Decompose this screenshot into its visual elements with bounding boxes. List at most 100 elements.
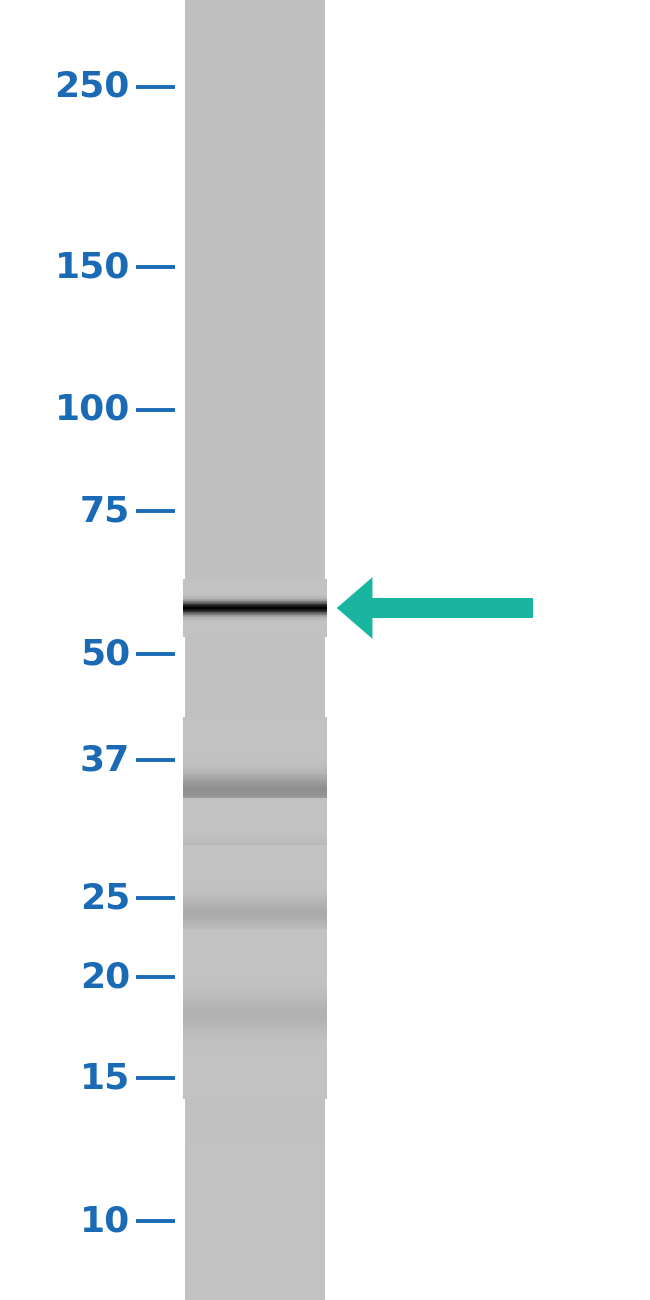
Bar (185, 862, 325, 867)
Bar (183, 1053, 327, 1054)
Bar (185, 295, 325, 299)
Bar (185, 264, 325, 269)
Bar (185, 1010, 325, 1014)
Bar (185, 399, 325, 403)
Bar (185, 1270, 325, 1274)
Bar (185, 104, 325, 108)
Bar (185, 949, 325, 953)
Bar (183, 1041, 327, 1044)
Bar (183, 952, 327, 954)
Bar (183, 863, 327, 864)
Bar (183, 909, 327, 910)
Bar (185, 1014, 325, 1018)
Bar (183, 991, 327, 993)
Bar (183, 857, 327, 858)
Bar (185, 139, 325, 143)
Bar (183, 880, 327, 881)
Bar (183, 883, 327, 884)
Bar (185, 17, 325, 22)
Bar (183, 742, 327, 745)
Bar (183, 876, 327, 879)
Bar (183, 831, 327, 832)
Bar (183, 1040, 327, 1041)
Bar (185, 130, 325, 134)
Bar (185, 173, 325, 178)
Bar (185, 1079, 325, 1083)
Bar (185, 225, 325, 230)
Bar (183, 889, 327, 890)
Bar (185, 693, 325, 698)
Bar (183, 801, 327, 803)
Bar (183, 794, 327, 796)
Bar (183, 971, 327, 972)
Bar (183, 1070, 327, 1071)
Bar (183, 755, 327, 757)
Bar (185, 1140, 325, 1144)
Bar (183, 723, 327, 724)
Bar (183, 870, 327, 871)
Bar (183, 967, 327, 968)
Bar (185, 490, 325, 494)
Bar (185, 1127, 325, 1131)
Bar (183, 1000, 327, 1001)
Bar (185, 334, 325, 338)
Bar (185, 308, 325, 312)
Bar (183, 954, 327, 957)
Bar (183, 1004, 327, 1006)
Bar (183, 823, 327, 824)
Bar (183, 850, 327, 853)
Bar (185, 481, 325, 485)
Bar (185, 819, 325, 823)
Bar (185, 113, 325, 117)
Bar (183, 849, 327, 850)
Bar (185, 923, 325, 927)
Bar (185, 559, 325, 563)
Bar (185, 4, 325, 9)
Bar (185, 269, 325, 273)
Bar (185, 1057, 325, 1062)
Bar (183, 741, 327, 742)
Bar (183, 884, 327, 885)
Bar (185, 1248, 325, 1252)
Bar (185, 823, 325, 828)
Bar (183, 1037, 327, 1040)
Bar (185, 594, 325, 598)
Bar (185, 420, 325, 425)
Bar (183, 781, 327, 783)
Bar (183, 879, 327, 880)
Bar (183, 911, 327, 913)
Bar (185, 1257, 325, 1261)
Bar (185, 624, 325, 628)
Bar (183, 878, 327, 879)
Bar (183, 870, 327, 872)
Bar (183, 719, 327, 720)
Bar (183, 772, 327, 773)
Bar (185, 1187, 325, 1192)
Bar (185, 360, 325, 364)
Bar (185, 247, 325, 251)
Bar (185, 39, 325, 43)
Bar (183, 959, 327, 961)
Bar (183, 871, 327, 872)
Bar (183, 803, 327, 805)
Bar (185, 1291, 325, 1296)
Bar (183, 803, 327, 805)
Bar (183, 814, 327, 815)
Bar (183, 910, 327, 911)
Bar (183, 897, 327, 898)
Bar (183, 1034, 327, 1036)
Bar (183, 946, 327, 949)
Bar (183, 957, 327, 959)
Bar (185, 576, 325, 581)
Bar (185, 368, 325, 373)
Bar (185, 663, 325, 667)
Bar (185, 706, 325, 711)
Bar (183, 935, 327, 937)
Bar (185, 589, 325, 594)
Bar (185, 776, 325, 780)
Bar (183, 1036, 327, 1037)
Bar (185, 204, 325, 208)
Bar (185, 628, 325, 633)
Bar (185, 546, 325, 550)
Bar (183, 832, 327, 833)
